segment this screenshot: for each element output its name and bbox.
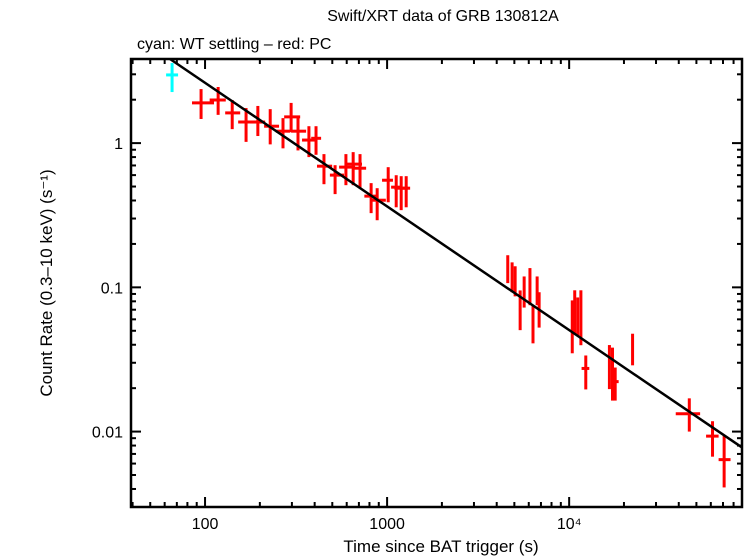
y-axis-label: Count Rate (0.3–10 keV) (s⁻¹) (37, 169, 56, 396)
y-tick-label: 1 (114, 136, 123, 153)
data-point (576, 297, 580, 336)
data-point (570, 300, 574, 354)
y-tick-label: 0.01 (92, 425, 123, 442)
data-point (311, 126, 322, 155)
data-point (611, 367, 619, 401)
data-point (607, 345, 611, 390)
data-point (192, 89, 215, 119)
minor-ticks (131, 59, 742, 508)
data-point (353, 154, 367, 189)
data-point (510, 262, 514, 293)
data-point (400, 176, 411, 208)
data-point (316, 154, 333, 185)
x-tick-label: 100 (192, 516, 219, 533)
data-point (382, 167, 393, 203)
series-wt-settling (166, 63, 179, 93)
data-marks (166, 63, 731, 488)
data-point (513, 266, 517, 297)
data-point (675, 398, 701, 432)
data-point (225, 100, 241, 130)
data-point (581, 355, 590, 390)
data-point (573, 290, 577, 335)
chart-subtitle: cyan: WT settling – red: PC (137, 36, 331, 53)
chart-title: Swift/XRT data of GRB 130812A (327, 8, 559, 25)
x-tick-label: 1000 (369, 516, 405, 533)
data-point (506, 255, 510, 284)
data-point (631, 333, 635, 366)
data-point (531, 305, 535, 344)
x-tick-label: 10⁴ (557, 516, 582, 533)
data-point (528, 268, 532, 306)
data-point (522, 276, 526, 308)
x-axis-label: Time since BAT trigger (s) (343, 537, 538, 556)
x-tick-labels: 100 1000 10⁴ (192, 516, 582, 533)
data-point (718, 435, 731, 488)
fit-line (169, 57, 743, 449)
plot-frame (129, 57, 744, 509)
y-tick-label: 0.1 (101, 280, 123, 297)
major-ticks (131, 59, 742, 507)
data-point (535, 276, 539, 306)
data-point (610, 347, 614, 401)
y-tick-labels: 1 0.1 0.01 (92, 136, 123, 441)
data-point (166, 63, 179, 93)
data-point (579, 290, 583, 346)
series-pc (192, 86, 731, 488)
